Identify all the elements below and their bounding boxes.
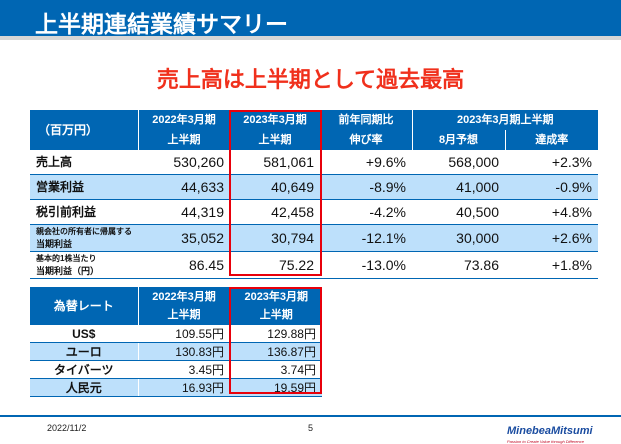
group-header: 2023年3月期上半期 <box>412 110 598 130</box>
table-row: 税引前利益 44,319 42,458 -4.2% 40,500 +4.8% <box>30 199 598 225</box>
cell-value: +4.8% <box>505 199 598 225</box>
col-header: 2023年3月期 <box>230 110 321 130</box>
cell-value: -12.1% <box>320 224 412 252</box>
cell-value: +2.6% <box>505 224 598 252</box>
cell-value: 40,649 <box>230 174 320 200</box>
summary-table: （百万円） 2022年3月期 2023年3月期 前年同期比 2023年3月期上半… <box>30 110 598 279</box>
cell-value: 41,000 <box>412 174 505 200</box>
cell-value: 42,458 <box>230 199 320 225</box>
cell-value: 3.74円 <box>230 360 322 379</box>
headline: 売上高は上半期として過去最高 <box>156 67 465 92</box>
row-label: 営業利益 <box>30 174 138 200</box>
cell-value: 73.86 <box>412 251 505 279</box>
row-label: 売上高 <box>30 150 138 175</box>
table-row: タイバーツ 3.45円 3.74円 <box>30 360 322 379</box>
currency-label: US$ <box>30 325 139 343</box>
row-label: 基本的1株当たり 当期利益（円） <box>30 251 138 279</box>
cell-value: 44,319 <box>138 199 230 225</box>
currency-label: 人民元 <box>30 378 139 397</box>
cell-value: 86.45 <box>138 251 230 279</box>
cell-value: -8.9% <box>320 174 412 200</box>
table-row: US$ 109.55円 129.88円 <box>30 325 322 343</box>
cell-value: +2.3% <box>505 150 598 175</box>
cell-value: 129.88円 <box>230 325 322 343</box>
col-header: 伸び率 <box>320 130 413 150</box>
cell-value: 40,500 <box>412 199 505 225</box>
cell-value: 530,260 <box>138 150 230 175</box>
fx-table: 為替レート 2022年3月期 上半期 2023年3月期 上半期 US$ 109.55円… <box>30 287 322 397</box>
cell-value: 16.93円 <box>138 378 230 397</box>
col-header: 上半期 <box>138 130 231 150</box>
currency-label: タイバーツ <box>30 360 139 379</box>
highlight-box <box>229 110 322 276</box>
cell-value: -0.9% <box>505 174 598 200</box>
col-header: 前年同期比 <box>320 110 413 130</box>
company-logo: MinebeaMitsumi Passion to Create Value th… <box>507 425 593 444</box>
footer-date: 2022/11/2 <box>47 423 87 433</box>
cell-value: 581,061 <box>230 150 320 175</box>
unit-label: （百万円） <box>30 110 139 150</box>
table-row: 売上高 530,260 581,061 +9.6% 568,000 +2.3% <box>30 150 598 175</box>
cell-value: 35,052 <box>138 224 230 252</box>
table-row: 基本的1株当たり 当期利益（円） 86.45 75.22 -13.0% 73.86 +1.8… <box>30 251 598 279</box>
cell-value: 130.83円 <box>138 342 230 361</box>
currency-label: ユーロ <box>30 342 139 361</box>
col-header: 2022年3月期 上半期 <box>138 287 231 325</box>
page-number: 5 <box>308 423 314 433</box>
cell-value: 30,000 <box>412 224 505 252</box>
col-header: 達成率 <box>505 130 598 150</box>
col-header: 上半期 <box>230 130 321 150</box>
cell-value: 136.87円 <box>230 342 322 361</box>
cell-value: 44,633 <box>138 174 230 200</box>
col-header: 8月予想 <box>412 130 506 150</box>
cell-value: 3.45円 <box>138 360 230 379</box>
highlight-box <box>229 287 322 394</box>
cell-value: 30,794 <box>230 224 320 252</box>
cell-value: 75.22 <box>230 251 320 279</box>
col-header: 2022年3月期 <box>138 110 231 130</box>
fx-header: 為替レート <box>30 287 139 325</box>
cell-value: 109.55円 <box>138 325 230 343</box>
title-bar: 上半期連結業績サマリー <box>0 0 621 37</box>
cell-value: -13.0% <box>320 251 412 279</box>
cell-value: +9.6% <box>320 150 412 175</box>
table-row: 営業利益 44,633 40,649 -8.9% 41,000 -0.9% <box>30 174 598 200</box>
page-title: 上半期連結業績サマリー <box>35 11 288 37</box>
cell-value: +1.8% <box>505 251 598 279</box>
footer-line <box>0 415 621 417</box>
table-row: ユーロ 130.83円 136.87円 <box>30 342 322 361</box>
table-row: 親会社の所有者に帰属する 当期利益 35,052 30,794 -12.1% 30,000… <box>30 224 598 252</box>
row-label: 税引前利益 <box>30 199 138 225</box>
cell-value: -4.2% <box>320 199 412 225</box>
row-label: 親会社の所有者に帰属する 当期利益 <box>30 224 138 252</box>
cell-value: 568,000 <box>412 150 505 175</box>
divider <box>0 36 621 40</box>
col-header: 2023年3月期 上半期 <box>230 287 322 325</box>
